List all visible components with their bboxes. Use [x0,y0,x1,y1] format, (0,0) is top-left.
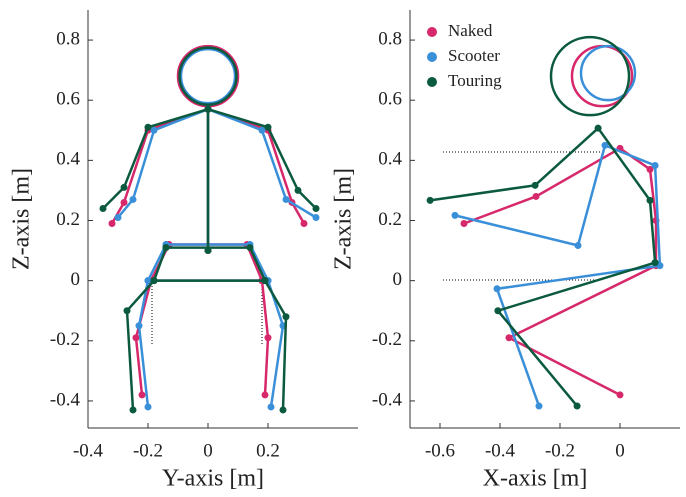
joint [295,187,302,194]
joint [130,406,137,413]
joint [262,391,269,398]
joint [205,106,212,113]
joint [536,403,543,410]
joint [247,244,254,251]
joint [301,220,308,227]
joint [124,307,131,314]
joint [151,127,158,134]
y-tick-label: -0.2 [372,329,402,350]
joint [145,403,152,410]
x-axis-label: X-axis [m] [483,466,588,492]
joint [115,214,122,221]
joint [136,322,143,329]
x-tick-label: -0.4 [485,440,516,461]
joint [283,196,290,203]
x-tick-label: 0.2 [256,440,280,461]
joint [280,406,287,413]
joint [100,205,107,212]
legend-marker [427,52,437,62]
joint [151,277,158,284]
y-tick-label: 0.8 [378,28,402,49]
joint [595,125,602,132]
joint [427,197,434,204]
y-tick-label: 0.6 [378,89,402,110]
skeleton-line [430,128,655,406]
joint [574,403,581,410]
joint [532,182,539,189]
x-axis-label: Y-axis [m] [162,466,264,492]
legend-label: Touring [448,71,502,90]
joint [130,196,137,203]
y-axis-label: Z-axis [m] [331,168,357,270]
joint [205,247,212,254]
joint [109,220,116,227]
skeleton-line [103,109,316,410]
x-tick-label: 0 [203,440,213,461]
joint [133,334,140,341]
joint [265,334,272,341]
joint [268,403,275,410]
y-tick-label: 0.4 [56,149,80,170]
figure: -0.4 -0.2 0 0.2 0.4 0.6 0.8 -0.4 -0.2 0 0.2 Y-axis … [0,0,686,497]
y-tick-label: 0.2 [56,209,80,230]
joint [617,391,624,398]
y-tick-label: -0.4 [50,389,81,410]
y-tick-label: 0.6 [56,89,80,110]
joint [575,242,582,249]
x-tick-label: -0.2 [545,440,575,461]
joint [259,127,266,134]
joint [163,244,170,251]
joint [262,277,269,284]
joint [121,199,128,206]
y-tick-label: 0 [71,269,81,290]
y-tick-label: 0.4 [378,149,402,170]
legend-label: Naked [448,21,493,40]
joint [533,193,540,200]
joint [265,124,272,131]
joint [652,259,659,266]
y-tick-label: 0.2 [378,209,402,230]
y-tick-label: -0.2 [50,329,80,350]
x-tick-label: -0.4 [73,440,104,461]
joint [652,162,659,169]
head [181,49,235,103]
joint [313,214,320,221]
joint [461,220,468,227]
y-tick-label: 0 [393,269,403,290]
joint [494,307,501,314]
joint [647,197,654,204]
y-tick-label: 0.8 [56,28,80,49]
joint [283,313,290,320]
x-tick-label: 0 [615,440,625,461]
joint [139,391,146,398]
skeleton-line [118,109,316,407]
joint [494,285,501,292]
y-axis-label: Z-axis [m] [9,168,35,270]
x-tick-label: -0.2 [133,440,163,461]
legend-marker [427,77,437,87]
legend-label: Scooter [448,46,500,65]
y-tick-label: -0.4 [372,389,403,410]
x-tick-label: -0.6 [425,440,455,461]
legend-marker [427,27,437,37]
joint [452,212,459,219]
joint [121,184,128,191]
head [180,48,237,105]
joint [313,205,320,212]
joint [145,124,152,131]
joint [506,334,513,341]
